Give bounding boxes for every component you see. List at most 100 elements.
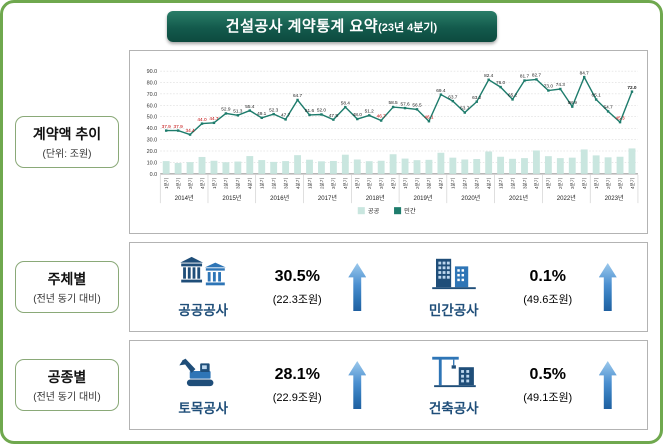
excavator-icon [179,353,227,394]
stat-percent-civil: 28.1% [274,365,320,383]
svg-text:65.2: 65.2 [508,93,518,99]
svg-text:1분기: 1분기 [211,178,218,189]
svg-text:2015년: 2015년 [222,194,241,202]
stat-values-private: 0.1% (49.6조원) [511,268,585,307]
svg-text:2022년: 2022년 [557,194,576,202]
svg-text:3분기: 3분기 [474,178,481,189]
svg-text:2018년: 2018년 [366,194,385,202]
svg-text:44.7: 44.7 [209,116,219,122]
svg-text:2분기: 2분기 [223,178,230,189]
svg-text:84.7: 84.7 [580,71,590,77]
svg-text:48.0: 48.0 [353,113,363,119]
svg-text:0.0: 0.0 [150,172,158,178]
svg-text:72.0: 72.0 [627,85,637,91]
svg-text:3분기: 3분기 [282,178,289,189]
svg-text:57.6: 57.6 [400,102,410,108]
svg-text:30.0: 30.0 [147,138,158,144]
svg-text:46.7: 46.7 [377,114,387,120]
svg-text:37.9: 37.9 [162,124,172,130]
svg-text:4분기: 4분기 [533,178,540,189]
svg-text:2분기: 2분기 [462,178,469,189]
svg-text:90.0: 90.0 [147,69,158,75]
svg-text:4분기: 4분기 [247,178,254,189]
svg-text:3분기: 3분기 [187,178,194,189]
svg-text:55.4: 55.4 [245,104,255,110]
svg-text:58.9: 58.9 [568,100,578,106]
svg-text:37.9: 37.9 [174,124,184,130]
stat-name-building: 건축공사 [428,401,479,416]
section-label-trend-title: 계약액 추이 [32,126,102,142]
subject-stats-box: 공공공사 30.5% (22.3조원) [129,242,648,332]
svg-text:53.7: 53.7 [460,106,470,112]
stat-percent-public: 30.5% [274,267,320,285]
up-arrow-icon [598,263,617,311]
public-construction-icon-group: 공공공사 [160,255,246,319]
svg-text:45.3: 45.3 [615,116,625,122]
section-label-trend-unit: (단위: 조원) [42,149,92,160]
svg-text:52.9: 52.9 [221,107,231,113]
building-construction-icon-group: 건축공사 [411,353,497,417]
svg-text:민간: 민간 [404,208,416,216]
svg-text:1분기: 1분기 [163,178,170,189]
svg-text:80.0: 80.0 [147,81,158,87]
trend-chart-box: 0.0 10.0 20.0 30.0 40.0 50.0 60.0 70.0 80.0 90.0 3… [129,50,648,234]
svg-text:82.7: 82.7 [532,73,542,79]
svg-text:4분기: 4분기 [390,178,397,189]
svg-text:3분기: 3분기 [569,178,576,189]
svg-text:60.0: 60.0 [147,104,158,110]
stat-name-public: 공공공사 [178,303,229,318]
stat-amount-public: (22.3조원) [272,293,322,306]
svg-text:81.7: 81.7 [520,74,530,80]
section-label-subject-title: 주체별 [47,271,87,287]
svg-text:2분기: 2분기 [509,178,516,189]
svg-text:63.7: 63.7 [448,95,458,101]
svg-text:2분기: 2분기 [605,178,612,189]
svg-text:51.2: 51.2 [365,109,375,115]
svg-text:3분기: 3분기 [521,178,528,189]
stat-public-construction: 공공공사 30.5% (22.3조원) [160,255,367,319]
svg-text:69.4: 69.4 [436,88,446,94]
svg-text:54.7: 54.7 [604,105,614,111]
trend-row: 계약액 추이 (단위: 조원) 0.0 10.0 20.0 30.0 40.0 50.0 6… [15,50,648,234]
svg-text:3분기: 3분기 [235,178,242,189]
svg-text:4분기: 4분기 [581,178,588,189]
page-title-main: 건설공사 계약통계 요약 [225,18,379,35]
svg-text:50.0: 50.0 [147,115,158,121]
section-label-subject-note: (전년 동기 대비) [33,294,101,305]
svg-text:2017년: 2017년 [318,194,337,202]
worktype-stats-box: 토목공사 28.1% (22.9조원) [129,340,648,430]
section-label-subject: 주체별 (전년 동기 대비) [15,261,119,313]
trend-chart-svg: 0.0 10.0 20.0 30.0 40.0 50.0 60.0 70.0 80.0 90.0 3… [147,69,639,216]
svg-text:3분기: 3분기 [426,178,433,189]
stat-values-public: 30.5% (22.3조원) [260,268,334,307]
section-label-trend: 계약액 추이 (단위: 조원) [15,116,119,168]
stat-amount-private: (49.6조원) [523,293,573,306]
svg-text:1분기: 1분기 [259,178,266,189]
up-arrow-icon [348,263,367,311]
stat-values-building: 0.5% (49.1조원) [511,366,585,405]
svg-text:4분기: 4분기 [485,178,492,189]
svg-text:47.5: 47.5 [329,113,339,119]
svg-text:63.2: 63.2 [472,95,482,101]
svg-text:4분기: 4분기 [294,178,301,189]
svg-text:2019년: 2019년 [413,194,432,202]
svg-text:1분기: 1분기 [450,178,457,189]
svg-text:76.0: 76.0 [496,81,506,87]
stat-values-civil: 28.1% (22.9조원) [260,366,334,405]
svg-text:2014년: 2014년 [175,194,194,202]
svg-text:2분기: 2분기 [366,178,373,189]
svg-text:1분기: 1분기 [497,178,504,189]
private-construction-icon-group: 민간공사 [411,255,497,319]
svg-text:2분기: 2분기 [318,178,325,189]
svg-text:공공: 공공 [368,209,380,216]
svg-text:20.0: 20.0 [147,149,158,155]
svg-text:2020년: 2020년 [461,194,480,202]
highrise-buildings-icon [430,255,478,296]
svg-text:49.1: 49.1 [257,111,267,117]
svg-text:3분기: 3분기 [330,178,337,189]
section-label-worktype-note: (전년 동기 대비) [33,392,101,403]
svg-text:44.0: 44.0 [197,117,207,123]
svg-text:4분기: 4분기 [438,178,445,189]
government-building-icon [179,255,227,296]
